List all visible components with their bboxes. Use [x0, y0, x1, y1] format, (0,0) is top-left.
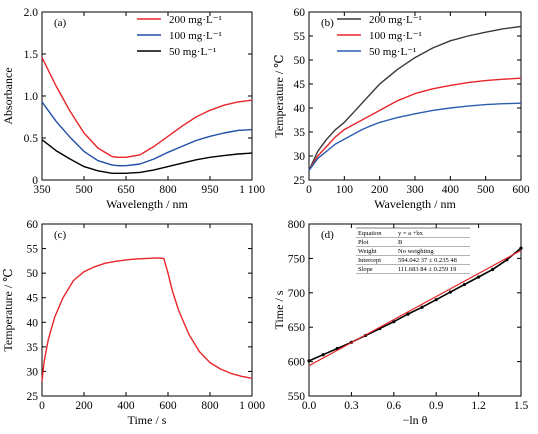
y-tick-label-b: 30: [294, 151, 306, 163]
y-axis-label-c: Temperature / ℃: [1, 268, 15, 351]
panel-label-c: (c): [54, 229, 67, 241]
panel-label-d: (d): [321, 229, 334, 241]
legend-label-a: 100 mg·L⁻¹: [169, 30, 222, 42]
x-tick-label-a: 350: [33, 184, 51, 196]
fit-table-value: y = a +bx: [398, 230, 424, 237]
fit-table-key: Intercept: [358, 257, 381, 264]
x-tick-label-b: 100: [336, 184, 354, 196]
data-trace-d: [308, 247, 522, 362]
y-tick-label-c: 55: [27, 244, 39, 256]
legend-label-b: 100 mg·L⁻¹: [369, 30, 422, 42]
y-axis-label-d: Time / s: [272, 290, 286, 329]
y-axis-label-a: Absorbance: [1, 67, 15, 124]
x-tick-label-d: 1.2: [471, 400, 486, 412]
x-tick-label-c: 1 000: [239, 400, 265, 412]
panel-d: 0.0 0.3 0.6 0.9 1.2 1.5 550 600 650 700 750 800 −ln …: [272, 219, 528, 427]
y-tick-label-d: 650: [288, 322, 306, 334]
panel-label-b: (b): [321, 17, 334, 29]
fit-table-key: Slope: [358, 266, 373, 273]
fit-table-value: No weighting: [398, 248, 434, 255]
x-tick-label-d: 0.3: [344, 400, 359, 412]
y-tick-label-b: 35: [294, 127, 306, 139]
fit-line-d: [308, 249, 522, 367]
x-tick-label-c: 600: [159, 400, 177, 412]
series-line-b-1: [308, 77, 522, 171]
x-axis-label-c: Time / s: [128, 413, 167, 427]
panel-c: 0 200 400 600 800 1 000 25 30 35 40 45 50 55 60 Time /…: [1, 219, 265, 427]
x-tick-label-c: 0: [39, 400, 45, 412]
x-tick-label-c: 400: [117, 400, 135, 412]
panel-label-a: (a): [54, 17, 67, 29]
y-tick-label-b: 45: [294, 79, 306, 91]
x-tick-label-a: 800: [159, 184, 177, 196]
y-axis-label-b: Temperature / ℃: [272, 54, 286, 137]
y-tick-label-d: 550: [288, 391, 306, 403]
y-tick-label-b: 50: [294, 55, 306, 67]
x-tick-label-d: 0.9: [429, 400, 444, 412]
x-axis-label-d: −ln θ: [403, 413, 428, 427]
y-tick-label-d: 600: [288, 357, 306, 369]
y-tick-label-a: 0.5: [24, 133, 39, 145]
fit-table-value: 111.683 84 ± 0.259 19: [398, 266, 456, 273]
plot-frame-d: [308, 223, 522, 397]
y-tick-label-b: 25: [294, 175, 306, 187]
fit-table-key: Weight: [358, 248, 377, 255]
legend-label-b: 200 mg·L⁻¹: [369, 14, 422, 26]
y-tick-label-c: 45: [27, 293, 39, 305]
panel-b: 0 100 200 300 400 500 600 25 30 35 40 45 50 55 60 Wavel…: [272, 7, 530, 211]
y-tick-label-c: 25: [27, 391, 39, 403]
x-tick-label-d: 0.0: [302, 400, 317, 412]
y-tick-label-a: 0: [32, 175, 38, 187]
y-tick-label-c: 60: [27, 219, 39, 231]
x-tick-label-d: 1.5: [514, 400, 529, 412]
x-tick-label-c: 800: [201, 400, 219, 412]
x-tick-label-c: 200: [75, 400, 93, 412]
y-tick-label-a: 2.0: [24, 7, 39, 19]
series-line-a-0: [41, 57, 253, 159]
series-line-a-2: [41, 139, 253, 175]
x-tick-label-b: 500: [477, 184, 495, 196]
panel-a: 350 500 650 800 950 1 100 0 0.5 1.0 1.5 2.0 Wavelen…: [1, 7, 265, 211]
series-line-b-0: [308, 25, 522, 171]
fit-table-value: 594.042 37 ± 0.235 48: [398, 257, 457, 264]
x-tick-label-b: 600: [512, 184, 530, 196]
x-tick-label-b: 0: [306, 184, 312, 196]
series-line-a-1: [41, 101, 253, 167]
x-axis-label-a: Wavelength / nm: [106, 197, 188, 211]
y-tick-label-c: 50: [27, 268, 39, 280]
x-tick-label-b: 300: [406, 184, 424, 196]
x-tick-label-d: 0.6: [387, 400, 402, 412]
y-tick-label-d: 800: [288, 219, 306, 231]
y-tick-label-a: 1.5: [24, 49, 39, 61]
x-tick-label-a: 1 100: [239, 184, 265, 196]
y-tick-label-c: 40: [27, 317, 39, 329]
legend-label-b: 50 mg·L⁻¹: [369, 46, 416, 58]
y-tick-label-d: 700: [288, 288, 306, 300]
legend-label-a: 50 mg·L⁻¹: [169, 46, 216, 58]
series-line-c-0: [41, 257, 253, 382]
fit-table-value: B: [398, 239, 403, 246]
legend-label-a: 200 mg·L⁻¹: [169, 14, 222, 26]
fit-table-key: Equation: [358, 230, 382, 237]
fit-table-key: Plot: [358, 239, 369, 246]
y-tick-label-c: 35: [27, 342, 39, 354]
x-tick-label-b: 400: [442, 184, 460, 196]
y-tick-label-c: 30: [27, 366, 39, 378]
series-line-b-2: [308, 102, 522, 171]
y-tick-label-b: 60: [294, 7, 306, 19]
y-tick-label-d: 750: [288, 253, 306, 265]
x-tick-label-a: 650: [117, 184, 135, 196]
plot-frame-c: [41, 223, 253, 397]
x-tick-label-a: 500: [75, 184, 93, 196]
x-tick-label-b: 200: [371, 184, 389, 196]
y-tick-label-b: 55: [294, 31, 306, 43]
x-tick-label-a: 950: [201, 184, 219, 196]
y-tick-label-b: 40: [294, 103, 306, 115]
y-tick-label-a: 1.0: [24, 91, 39, 103]
x-axis-label-b: Wavelength / nm: [374, 197, 456, 211]
